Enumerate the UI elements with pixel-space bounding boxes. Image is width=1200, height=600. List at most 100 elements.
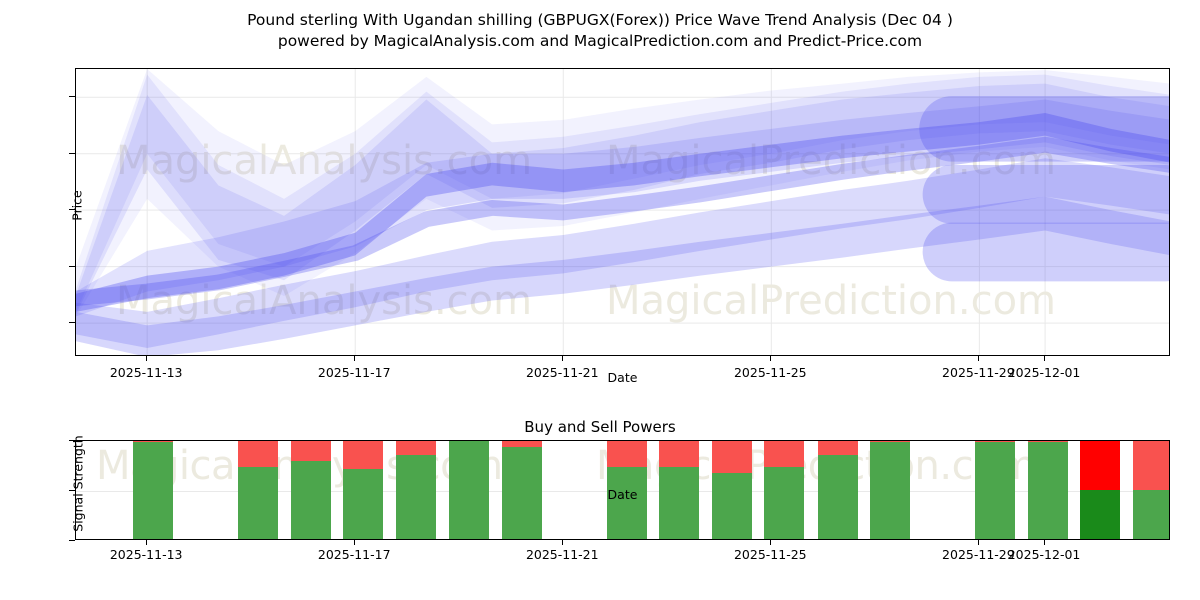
price-y-tick-mark [69, 322, 75, 324]
signal-x-tick-mark [1044, 540, 1046, 545]
sell-power-segment [1080, 441, 1121, 490]
signal-bar[interactable] [343, 441, 384, 539]
signal-bar[interactable] [132, 441, 173, 539]
price-x-axis-label: Date [607, 370, 638, 385]
price-x-tick-mark [770, 356, 772, 361]
signal-bar[interactable] [659, 441, 700, 539]
band-7-bottom-pale [76, 196, 1169, 355]
price-y-tick-mark [69, 265, 75, 267]
signal-bar[interactable] [1133, 441, 1169, 539]
price-plot-area: MagicalAnalysis.com MagicalPrediction.com… [75, 68, 1170, 356]
signal-bar[interactable] [764, 441, 805, 539]
signal-bar[interactable] [448, 441, 489, 539]
signal-x-tick-label: 2025-11-21 [525, 547, 599, 562]
buy-power-segment [238, 467, 279, 539]
price-chart-panel: MagicalAnalysis.com MagicalPrediction.com… [69, 68, 1170, 385]
title-line-2: powered by MagicalAnalysis.com and Magic… [277, 32, 923, 50]
sell-power-segment [712, 441, 753, 473]
signal-x-tick-mark [354, 540, 356, 545]
sell-power-segment [132, 441, 173, 442]
band-4-core-dark [76, 113, 1169, 312]
signal-y-axis-label: Signal Strength [70, 435, 86, 532]
signal-bar[interactable] [501, 441, 542, 539]
signal-y-tick-mark [69, 540, 75, 542]
buy-power-segment [448, 441, 489, 539]
sell-power-segment [1028, 441, 1069, 442]
buy-power-segment [291, 461, 332, 539]
sell-power-segment [291, 441, 332, 461]
signal-bar[interactable] [975, 441, 1016, 539]
price-y-tick-mark [69, 209, 75, 211]
buy-power-segment [869, 442, 910, 539]
signal-x-tick-label: 2025-12-01 [1007, 547, 1081, 562]
price-x-tick-mark [146, 356, 148, 361]
sell-power-segment [764, 441, 805, 467]
price-x-tick-label: 2025-12-01 [1007, 365, 1081, 380]
price-y-tick-mark [69, 96, 75, 98]
price-x-tick-label: 2025-11-21 [525, 365, 599, 380]
signal-chart-panel: MagicalAnalysis.comMagicalPrediction.com… [69, 435, 1170, 562]
title-line-1: Pound sterling With Ugandan shilling (GB… [247, 11, 953, 29]
signal-bar[interactable] [396, 441, 437, 539]
signal-y-tick-mark [69, 440, 75, 442]
buy-power-segment [817, 455, 858, 539]
price-y-axis-label: Price [69, 190, 85, 221]
watermark-text: MagicalAnalysis.com [116, 138, 532, 184]
price-x-tick-label: 2025-11-29 [942, 365, 1015, 380]
signal-bar[interactable] [291, 441, 332, 539]
signal-x-tick-mark [562, 540, 564, 545]
buy-power-segment [659, 467, 700, 539]
sell-power-segment [1133, 441, 1169, 490]
buy-power-segment [764, 467, 805, 539]
price-x-tick-label: 2025-11-17 [317, 365, 391, 380]
buy-power-segment [1133, 490, 1169, 539]
buy-power-segment [501, 447, 542, 539]
signal-chart-title: Buy and Sell Powers [524, 418, 676, 436]
band-2-upper-spike [76, 83, 1169, 315]
signal-bar[interactable] [1028, 441, 1069, 539]
sell-power-segment [238, 441, 279, 467]
buy-power-segment [712, 473, 753, 539]
sell-power-segment [606, 441, 647, 467]
signal-x-tick-label: 2025-11-17 [317, 547, 391, 562]
sell-power-segment [817, 441, 858, 455]
price-wave-svg: MagicalAnalysis.com MagicalPrediction.com… [76, 69, 1169, 355]
signal-y-tick-mark [69, 490, 75, 492]
price-x-tick-mark [1044, 356, 1046, 361]
signal-bar[interactable] [1080, 441, 1121, 539]
signal-bar[interactable] [606, 441, 647, 539]
signal-x-tick-mark [978, 540, 980, 545]
price-x-tick-mark [354, 356, 356, 361]
price-x-tick-mark [562, 356, 564, 361]
band-1-upper-spike [76, 74, 1169, 312]
sell-power-segment [396, 441, 437, 455]
buy-power-segment [975, 442, 1016, 539]
page-title: Pound sterling With Ugandan shilling (GB… [0, 10, 1200, 52]
signal-bar[interactable] [869, 441, 910, 539]
signal-x-tick-mark [770, 540, 772, 545]
band-8-faint-high [76, 69, 1169, 317]
signal-bar[interactable] [712, 441, 753, 539]
price-x-tick-label: 2025-11-25 [733, 365, 807, 380]
signal-bar[interactable] [238, 441, 279, 539]
watermark-text: MagicalPrediction.com [606, 138, 1056, 184]
buy-power-segment [1080, 490, 1121, 539]
signal-x-tick-label: 2025-11-13 [109, 547, 183, 562]
sell-power-segment [501, 441, 542, 447]
signal-bar[interactable] [817, 441, 858, 539]
buy-power-segment [396, 455, 437, 539]
sell-power-segment [869, 441, 910, 442]
watermark-text: MagicalPrediction.com [606, 278, 1056, 324]
sell-power-segment [659, 441, 700, 467]
signal-x-tick-label: 2025-11-29 [942, 547, 1015, 562]
signal-x-axis-label: Date [607, 487, 638, 502]
signal-x-tick-mark [146, 540, 148, 545]
buy-power-segment [606, 467, 647, 539]
sell-power-segment [343, 441, 384, 469]
price-y-tick-mark [69, 152, 75, 154]
sell-power-segment [975, 441, 1016, 442]
price-x-tick-label: 2025-11-13 [109, 365, 183, 380]
buy-power-segment [132, 442, 173, 539]
watermark-text: MagicalAnalysis.com [116, 278, 532, 324]
